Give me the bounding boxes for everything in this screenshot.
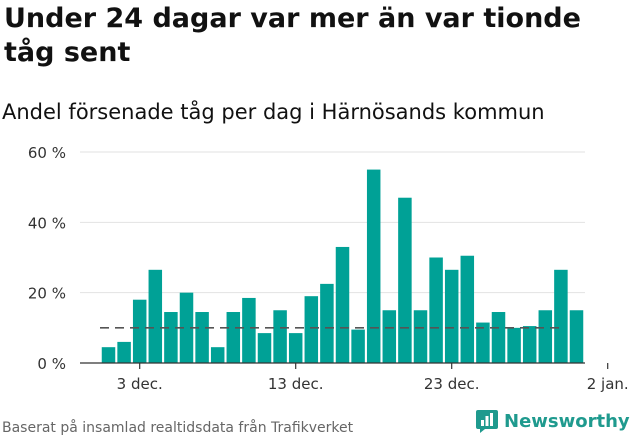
bar <box>382 310 397 363</box>
axes: 0 % 20 % 40 % 60 % 3 dec. 13 dec. 23 dec. 2 jan… <box>28 144 629 393</box>
bar <box>398 197 412 363</box>
y-tick-label: 20 % <box>28 285 66 303</box>
y-tick-label: 60 % <box>28 144 66 162</box>
bar-chart: 0 % 20 % 40 % 60 % 3 dec. 13 dec. 23 dec. 2 jan… <box>28 144 629 393</box>
bar <box>460 255 475 363</box>
bar <box>569 310 584 363</box>
bar <box>444 269 459 363</box>
chart-title: Under 24 dagar var mer än var tionde tåg… <box>4 3 581 68</box>
newsworthy-logo-icon <box>476 410 498 433</box>
bar <box>257 333 272 363</box>
bar <box>195 312 209 363</box>
bar <box>210 347 225 363</box>
bar <box>288 333 303 363</box>
bar <box>132 299 147 363</box>
bar <box>429 257 443 363</box>
bar <box>304 296 319 363</box>
chart-subtitle: Andel försenade tåg per dag i Härnösands… <box>2 100 545 124</box>
bar <box>351 329 365 363</box>
source-note: Baserat på insamlad realtidsdata från Tr… <box>2 420 354 436</box>
bar <box>101 347 116 363</box>
brand-name: Newsworthy <box>504 410 630 432</box>
bar <box>476 322 490 363</box>
bar <box>366 169 381 363</box>
x-tick-label: 13 dec. <box>268 375 324 393</box>
bar <box>554 269 568 363</box>
bar <box>320 283 334 363</box>
bar <box>273 310 287 363</box>
bar <box>148 269 163 363</box>
bar <box>226 312 241 363</box>
bar <box>491 312 506 363</box>
bar <box>117 341 131 363</box>
bar <box>164 312 178 363</box>
x-tick-label: 2 jan. <box>587 375 629 393</box>
bar <box>335 246 350 363</box>
y-tick-label: 40 % <box>28 214 66 232</box>
bars <box>101 169 584 363</box>
bar <box>538 310 553 363</box>
brand-logo: Newsworthy <box>476 406 630 436</box>
y-tick-label: 0 % <box>37 355 66 373</box>
bar <box>242 297 256 363</box>
bar <box>507 327 521 363</box>
bar <box>413 310 428 363</box>
x-tick-label: 3 dec. <box>117 375 163 393</box>
bar <box>522 326 537 363</box>
x-tick-label: 23 dec. <box>424 375 480 393</box>
bar <box>179 292 194 363</box>
